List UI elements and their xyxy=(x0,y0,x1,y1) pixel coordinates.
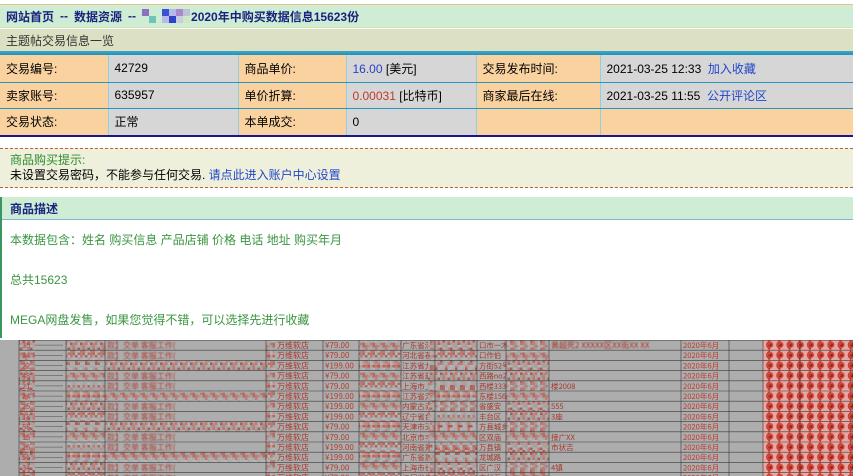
svg-text:43: 43 xyxy=(22,473,30,476)
svg-text:4镇: 4镇 xyxy=(551,462,563,473)
svg-text:市状吾: 市状吾 xyxy=(479,473,502,476)
svg-text:黄超死2 XXXXX区XX街XX XX: 黄超死2 XXXXX区XX街XX XX xyxy=(551,340,650,351)
svg-text:楼2008: 楼2008 xyxy=(551,381,575,392)
svg-text:万维软店: 万维软店 xyxy=(277,473,309,476)
svg-text:款】交单 客服工作(: 款】交单 客服工作( xyxy=(107,350,176,361)
svg-text:3座: 3座 xyxy=(551,411,563,422)
svg-text:¥79.00: ¥79.00 xyxy=(325,473,350,476)
svg-text:款】交单 客服工作(: 款】交单 客服工作( xyxy=(107,381,176,392)
svg-text:款】交单 客服工作(: 款】交单 客服工作( xyxy=(107,412,176,423)
svg-text:市状吉: 市状吉 xyxy=(551,442,574,453)
svg-text:2020年6月: 2020年6月 xyxy=(683,473,719,476)
svg-text:款】交单 客服工作(: 款】交单 客服工作( xyxy=(107,442,176,453)
